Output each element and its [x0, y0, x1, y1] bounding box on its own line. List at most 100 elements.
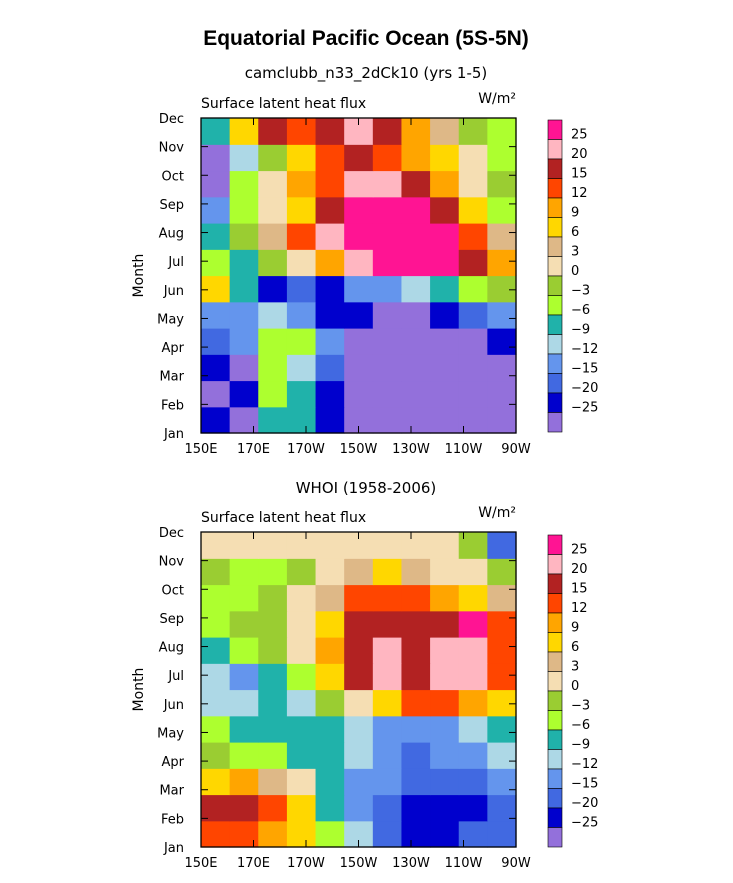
- heatmap-cell: [201, 380, 231, 408]
- y-tick-label: Jun: [163, 284, 184, 299]
- y-tick-label: Sep: [159, 612, 184, 627]
- heatmap-cell: [458, 144, 488, 172]
- heatmap-cell: [201, 558, 231, 586]
- heatmap-cell: [315, 118, 345, 145]
- y-tick-label: Aug: [159, 227, 184, 242]
- heatmap-cell: [286, 354, 317, 382]
- heatmap-cell: [430, 118, 460, 145]
- colorbar-swatch: [547, 710, 563, 731]
- heatmap-cell: [372, 275, 403, 303]
- heatmap-cell: [458, 768, 488, 796]
- heatmap-cell: [430, 406, 460, 434]
- colorbar-label: 12: [571, 186, 588, 201]
- heatmap-cell: [487, 768, 517, 796]
- colorbar-swatch: [547, 412, 563, 433]
- heatmap-cell: [258, 715, 288, 743]
- heatmap-cell: [487, 144, 517, 172]
- x-tick-label: 130W: [392, 442, 430, 457]
- x-tick-label: 90W: [501, 856, 531, 871]
- heatmap-cell: [201, 249, 231, 277]
- heatmap-cells: [201, 118, 517, 434]
- heatmap-cell: [201, 689, 231, 717]
- heatmap-cell: [401, 354, 431, 382]
- heatmap-cell: [372, 689, 403, 717]
- heatmap-cell: [430, 275, 460, 303]
- colorbar-label: 20: [571, 562, 588, 577]
- x-tick-label: 170W: [287, 442, 325, 457]
- colorbar-label: −20: [571, 796, 598, 811]
- heatmap-cell: [286, 558, 317, 586]
- heatmap-cells: [201, 532, 517, 848]
- heatmap-cell: [430, 196, 460, 224]
- heatmap-cell: [201, 118, 231, 145]
- x-tick-label: 110W: [445, 442, 483, 457]
- colorbar-swatch: [547, 651, 563, 672]
- y-tick-label: Jul: [167, 669, 184, 684]
- colorbar-swatch: [547, 373, 563, 394]
- colorbar-label: 12: [571, 601, 588, 616]
- colorbar-label: −3: [571, 699, 590, 714]
- heatmap-cell: [286, 715, 317, 743]
- main-title: Equatorial Pacific Ocean (5S-5N): [203, 27, 529, 50]
- heatmap-cell: [201, 532, 231, 559]
- heatmap-cell: [401, 742, 431, 769]
- x-tick-label: 170E: [237, 442, 270, 457]
- heatmap-cell: [401, 715, 431, 743]
- heatmap-cell: [315, 354, 345, 382]
- colorbar-label: 25: [571, 128, 588, 143]
- heatmap-cell: [286, 144, 317, 172]
- heatmap-cell: [430, 354, 460, 382]
- y-tick-label: Jun: [163, 698, 184, 713]
- heatmap-cell: [315, 144, 345, 172]
- y-tick-label: Dec: [159, 112, 184, 127]
- heatmap-cell: [344, 223, 374, 250]
- heatmap-cell: [372, 118, 403, 145]
- colorbar-label: −20: [571, 381, 598, 396]
- colorbar-label: −15: [571, 362, 598, 377]
- heatmap-cell: [344, 558, 374, 586]
- colorbar-swatch: [547, 158, 563, 179]
- heatmap-cell: [401, 406, 431, 434]
- heatmap-cell: [372, 380, 403, 408]
- heatmap-cell: [286, 742, 317, 769]
- heatmap-cell: [229, 328, 259, 355]
- heatmap-cell: [258, 328, 288, 355]
- colorbar-swatch: [547, 612, 563, 633]
- heatmap-cell: [458, 794, 488, 822]
- heatmap-cell: [344, 249, 374, 277]
- heatmap-cell: [458, 301, 488, 329]
- heatmap-cell: [458, 689, 488, 717]
- heatmap-cell: [344, 144, 374, 172]
- heatmap-cell: [430, 223, 460, 250]
- heatmap-cell: [315, 715, 345, 743]
- colorbar-swatch: [547, 690, 563, 711]
- heatmap-cell: [315, 380, 345, 408]
- heatmap-cell: [372, 406, 403, 434]
- heatmap-cell: [372, 328, 403, 355]
- heatmap-cell: [315, 275, 345, 303]
- heatmap-cell: [401, 118, 431, 145]
- heatmap-cell: [487, 610, 517, 638]
- y-tick-label: Dec: [159, 526, 184, 541]
- heatmap-cell: [258, 663, 288, 691]
- heatmap-cell: [315, 794, 345, 822]
- chart-panel-1: camclubb_n33_2dCk10 (yrs 1-5) Surface lat…: [131, 64, 598, 457]
- heatmap-cell: [229, 742, 259, 769]
- colorbar-label: −12: [571, 342, 598, 357]
- y-tick-label: Sep: [159, 198, 184, 213]
- x-tick-label: 170W: [287, 856, 325, 871]
- heatmap-cell: [430, 663, 460, 691]
- y-tick-label: Feb: [161, 398, 184, 413]
- heatmap-cell: [201, 663, 231, 691]
- heatmap-cell: [315, 301, 345, 329]
- heatmap-cell: [372, 301, 403, 329]
- heatmap-cell: [286, 328, 317, 355]
- heatmap-cell: [401, 558, 431, 586]
- chart-subtitle: camclubb_n33_2dCk10 (yrs 1-5): [245, 64, 488, 83]
- heatmap-cell: [286, 301, 317, 329]
- heatmap-cell: [487, 380, 517, 408]
- heatmap-cell: [201, 584, 231, 612]
- heatmap-cell: [229, 637, 259, 664]
- y-tick-label: Nov: [159, 141, 185, 156]
- heatmap-cell: [430, 715, 460, 743]
